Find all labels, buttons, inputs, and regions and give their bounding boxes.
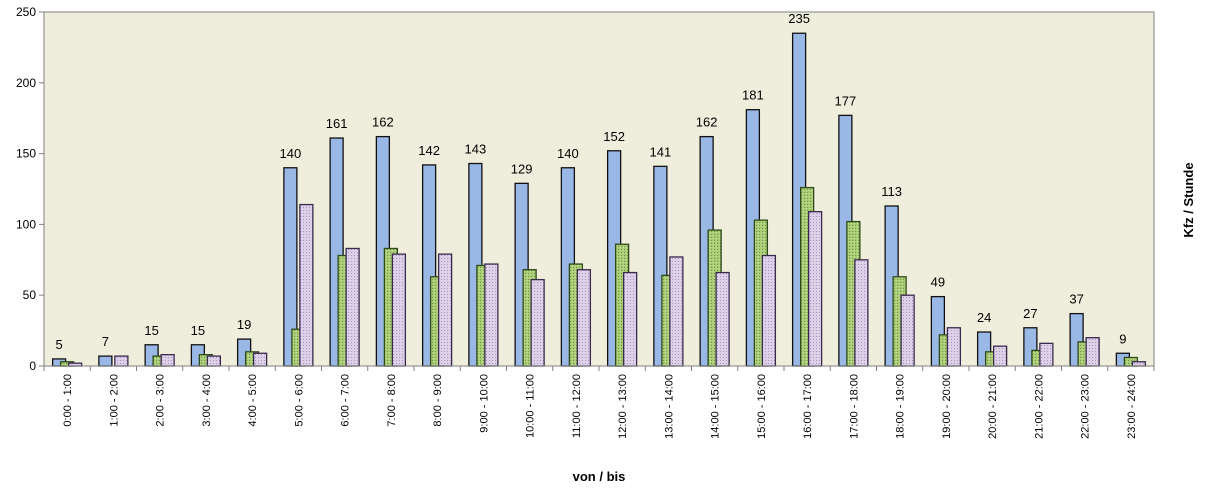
bars xyxy=(51,32,1147,367)
x-tick-label: 14:00 - 15:00 xyxy=(710,374,722,439)
bar-series-3 xyxy=(345,247,360,367)
y-axis-title: Kfz / Stunde xyxy=(1181,162,1196,237)
bar-value-label: 152 xyxy=(603,129,625,144)
x-tick-label: 8:00 - 9:00 xyxy=(432,374,444,427)
bar-series-3 xyxy=(114,355,129,367)
x-tick-label: 11:00 - 12:00 xyxy=(571,374,583,438)
x-axis-title: von / bis xyxy=(573,469,626,484)
bar-series-3 xyxy=(576,269,592,367)
bar-value-label: 19 xyxy=(237,317,251,332)
bar-value-label: 181 xyxy=(742,88,764,103)
bar-series-1 xyxy=(98,355,113,367)
bar-value-label: 49 xyxy=(931,275,945,290)
bar-value-label: 141 xyxy=(650,144,672,159)
bar-series-3 xyxy=(1085,337,1100,367)
bar-value-label: 15 xyxy=(144,323,158,338)
y-tick-label: 50 xyxy=(23,288,37,302)
bar-value-label: 143 xyxy=(465,142,487,157)
bar-series-3 xyxy=(206,355,222,367)
x-tick-label: 20:00 - 21:00 xyxy=(987,374,999,439)
x-tick-label: 1:00 - 2:00 xyxy=(108,374,120,427)
x-tick-label: 6:00 - 7:00 xyxy=(340,374,352,427)
bar-value-label: 162 xyxy=(696,115,718,130)
x-tick-label: 10:00 - 11:00 xyxy=(525,374,537,438)
x-tick-label: 5:00 - 6:00 xyxy=(293,374,305,427)
bar-series-3 xyxy=(669,256,684,367)
x-tick-label: 17:00 - 18:00 xyxy=(848,374,860,439)
bar-series-3 xyxy=(807,211,823,367)
bar-value-label: 129 xyxy=(511,161,533,176)
x-tick-label: 2:00 - 3:00 xyxy=(155,374,167,427)
x-tick-label: 16:00 - 17:00 xyxy=(802,374,814,439)
y-tick-label: 0 xyxy=(29,359,36,373)
bar-series-3 xyxy=(530,278,545,367)
x-tick-label: 15:00 - 16:00 xyxy=(756,374,768,439)
bar-series-3 xyxy=(900,294,915,367)
bar-series-3 xyxy=(854,259,869,367)
bar-value-label: 24 xyxy=(977,310,991,325)
bar-value-label: 140 xyxy=(557,146,579,161)
bar-value-label: 161 xyxy=(326,116,348,131)
bar-value-label: 37 xyxy=(1069,292,1083,307)
bar-series-3 xyxy=(391,253,407,367)
y-tick-label: 100 xyxy=(16,217,36,231)
bar-value-label: 140 xyxy=(280,146,302,161)
bar-value-label: 9 xyxy=(1119,331,1126,346)
bar-series-3 xyxy=(715,271,730,367)
x-tick-label: 21:00 - 22:00 xyxy=(1033,374,1045,439)
bar-series-3 xyxy=(299,203,314,367)
bar-series-3 xyxy=(160,354,175,367)
x-tick-label: 18:00 - 19:00 xyxy=(895,374,907,439)
bar-series-3 xyxy=(622,271,638,367)
x-tick-label: 7:00 - 8:00 xyxy=(386,374,398,427)
x-axis: 0:00 - 1:00 1:00 - 2:00 2:00 - 3:00 3:00 - … xyxy=(43,365,1155,439)
bar-series-3 xyxy=(946,327,962,367)
bar-series-3 xyxy=(761,254,777,367)
bar-series-3 xyxy=(992,345,1008,367)
value-labels: 5 7 15 15 19 140 161 162 142 143 129 140 152 141 162 18… xyxy=(56,11,1127,352)
bar-series-3 xyxy=(252,352,268,367)
y-tick-label: 200 xyxy=(16,76,36,90)
bar-value-label: 113 xyxy=(881,184,902,199)
x-tick-label: 3:00 - 4:00 xyxy=(201,374,213,427)
y-tick-label: 250 xyxy=(16,5,36,19)
x-tick-label: 13:00 - 14:00 xyxy=(663,374,675,439)
bar-value-label: 15 xyxy=(191,323,205,338)
bar-series-3 xyxy=(1039,342,1054,367)
bar-value-label: 177 xyxy=(835,93,857,108)
plot-area xyxy=(43,11,1155,367)
bar-value-label: 162 xyxy=(372,115,394,130)
bar-value-label: 27 xyxy=(1023,306,1037,321)
x-tick-label: 12:00 - 13:00 xyxy=(617,374,629,439)
x-tick-label: 0:00 - 1:00 xyxy=(62,374,74,427)
bar-value-label: 235 xyxy=(788,11,810,26)
bar-series-3 xyxy=(484,263,499,367)
x-tick-label: 9:00 - 10:00 xyxy=(478,374,490,433)
bar-series-3 xyxy=(1131,361,1147,367)
x-tick-label: 4:00 - 5:00 xyxy=(247,374,259,427)
bar-value-label: 7 xyxy=(102,334,109,349)
bar-series-3 xyxy=(437,253,453,367)
x-tick-label: 19:00 - 20:00 xyxy=(941,374,953,439)
y-tick-label: 150 xyxy=(16,147,36,161)
x-tick-label: 22:00 - 23:00 xyxy=(1080,374,1092,439)
bar-value-label: 142 xyxy=(418,143,440,158)
x-tick-label: 23:00 - 24:00 xyxy=(1126,374,1138,439)
y-axis: 0 50 100 150 200 250 xyxy=(16,5,45,373)
bar-value-label: 5 xyxy=(56,337,63,352)
